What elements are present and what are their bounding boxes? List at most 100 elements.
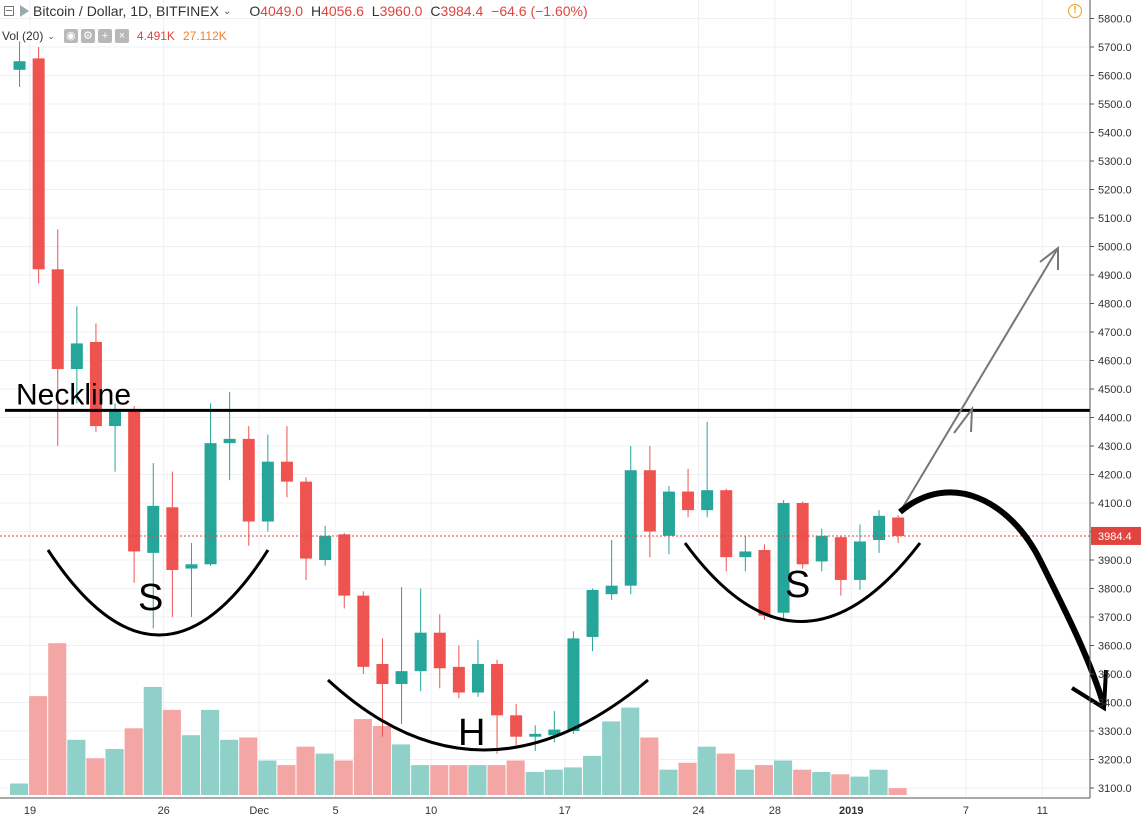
x-tick-label: 11 — [1037, 805, 1048, 817]
bearish-arrowhead — [1070, 669, 1108, 712]
volume-bar — [430, 765, 449, 795]
y-tick-label: 4900.0 — [1098, 270, 1132, 282]
volume-label[interactable]: Vol (20) — [2, 29, 44, 43]
y-tick-label: 3800.0 — [1098, 584, 1132, 596]
volume-bar — [602, 721, 621, 795]
y-tick-label: 4700.0 — [1098, 327, 1132, 339]
add-icon[interactable]: + — [97, 29, 112, 43]
y-tick-label: 3500.0 — [1098, 669, 1132, 681]
alert-circle-icon[interactable]: ! — [1068, 4, 1082, 18]
left-shoulder-curve — [46, 549, 270, 637]
volume-bar — [659, 769, 678, 795]
y-tick-label: 5700.0 — [1098, 42, 1132, 54]
candle-body — [662, 491, 675, 536]
y-tick-label: 5200.0 — [1098, 185, 1132, 197]
bullish-arrow — [899, 247, 1059, 513]
volume-bar — [850, 776, 869, 795]
flag-icon[interactable] — [20, 5, 29, 17]
candle-body — [128, 411, 141, 552]
candle-body — [853, 541, 866, 580]
settings-icon[interactable]: ⚙ — [80, 29, 95, 43]
chart-grid — [0, 0, 1090, 798]
volume-bar — [487, 765, 506, 795]
volume-bar — [181, 735, 200, 795]
collapse-icon[interactable] — [4, 6, 14, 16]
chevron-down-icon[interactable]: ⌄ — [47, 30, 55, 41]
candle-body — [491, 664, 504, 716]
volume-bar — [754, 765, 773, 795]
bullish-arrowhead — [1039, 245, 1059, 270]
volume-bar — [678, 762, 697, 795]
candle-body — [720, 490, 733, 558]
y-tick-label: 3200.0 — [1098, 755, 1132, 767]
candle-body — [319, 535, 332, 560]
volume-bar — [716, 753, 735, 795]
volume-bar — [411, 765, 430, 795]
candle-body — [13, 61, 26, 70]
candle-body — [32, 58, 45, 270]
volume-bar — [124, 728, 143, 795]
close-icon[interactable]: × — [114, 29, 129, 43]
eye-icon[interactable]: ◉ — [63, 29, 78, 43]
last-price-label: 3984.4 — [1098, 531, 1132, 543]
candle-body — [223, 438, 236, 444]
candle-body — [567, 638, 580, 731]
candle-body — [586, 589, 599, 637]
candle-body — [643, 470, 656, 532]
candle-body — [892, 517, 905, 536]
candle-body — [147, 505, 160, 553]
chevron-down-icon[interactable]: ⌄ — [222, 5, 232, 17]
head-label: H — [458, 712, 485, 754]
y-tick-label: 5800.0 — [1098, 14, 1132, 26]
volume-bar — [86, 758, 105, 795]
candle-body — [471, 664, 484, 693]
volume-bar — [277, 765, 296, 795]
volume-bar — [372, 726, 391, 795]
y-tick-label: 4300.0 — [1098, 441, 1132, 453]
y-tick-label: 3900.0 — [1098, 555, 1132, 567]
candle-body — [70, 343, 83, 370]
x-tick-label: 19 — [24, 805, 36, 817]
volume-bar — [888, 788, 907, 795]
volume-bar — [201, 709, 220, 795]
x-tick-label: 26 — [158, 805, 170, 817]
volume-bar — [621, 707, 640, 795]
candle-body — [357, 595, 370, 667]
y-tick-label: 5500.0 — [1098, 99, 1132, 111]
y-tick-label: 5300.0 — [1098, 156, 1132, 168]
volume-bar — [334, 760, 353, 795]
x-tick-label: 28 — [769, 805, 781, 817]
neckline-label: Neckline — [16, 378, 131, 411]
volume-bar — [525, 772, 544, 795]
price-axis: 5800.0 5700.0 5600.0 5500.0 5400.0 5300.0 5200… — [1089, 0, 1141, 798]
chart-header: Bitcoin / Dollar, 1D, BITFINEX ⌄ O4049.0… — [0, 0, 588, 22]
candle-body — [204, 443, 217, 565]
candle-body — [682, 491, 695, 511]
volume-bar — [735, 769, 754, 795]
symbol-title[interactable]: Bitcoin / Dollar, 1D, BITFINEX — [33, 3, 219, 19]
candle-body — [414, 632, 427, 672]
y-tick-label: 4200.0 — [1098, 470, 1132, 482]
y-tick-label: 5100.0 — [1098, 213, 1132, 225]
y-tick-label: 3600.0 — [1098, 641, 1132, 653]
candle-body — [242, 438, 255, 522]
candle-body — [300, 481, 313, 559]
x-tick-label: 7 — [963, 805, 969, 817]
left-shoulder-label: S — [138, 577, 163, 619]
volume-bar — [793, 769, 812, 795]
y-tick-label: 5400.0 — [1098, 128, 1132, 140]
price-change: −64.6 (−1.60%) — [491, 3, 588, 19]
volume-bar — [143, 686, 162, 795]
volume-bars — [10, 643, 907, 795]
volume-bar — [258, 760, 277, 795]
volume-bar — [10, 783, 29, 795]
candle-body — [701, 490, 714, 511]
last-price-tag — [1091, 526, 1141, 545]
x-tick-label: 5 — [333, 805, 339, 817]
volume-bar — [353, 719, 372, 795]
volume-header: Vol (20) ⌄ ◉ ⚙ + × 4.491K 27.112K — [0, 26, 227, 46]
candle-body — [815, 535, 828, 562]
head-curve — [326, 678, 649, 752]
y-tick-label: 4600.0 — [1098, 356, 1132, 368]
